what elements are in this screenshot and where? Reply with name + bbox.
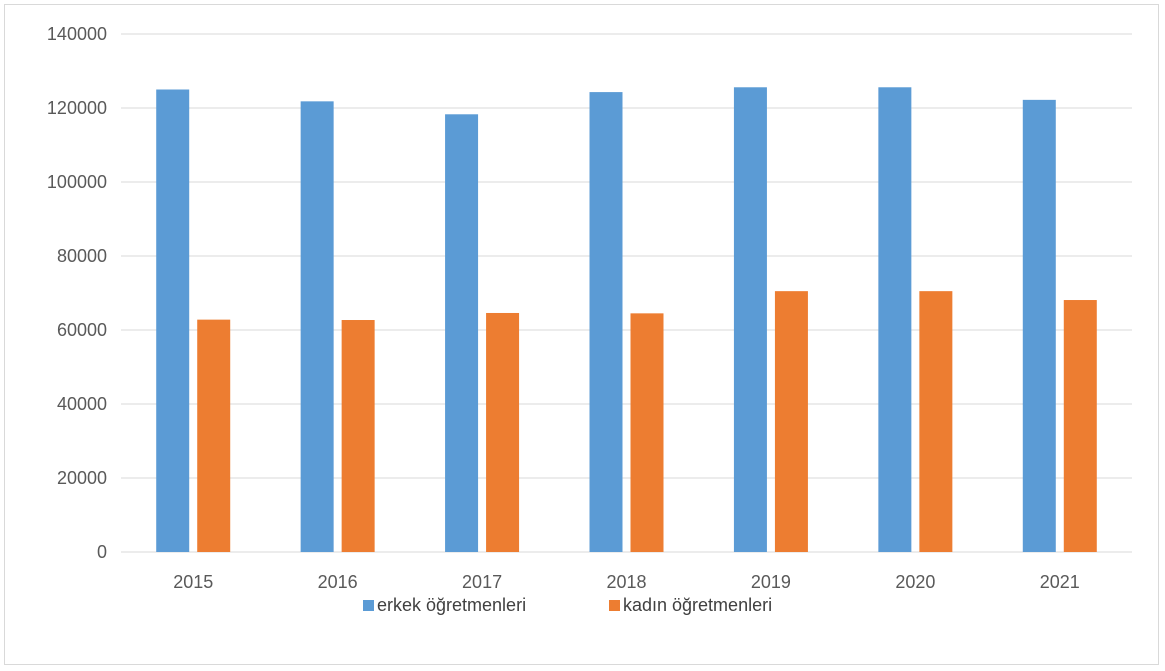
y-tick-label: 120000 [47, 98, 107, 118]
bar-series-1-2019 [733, 87, 767, 552]
y-tick-label: 100000 [47, 172, 107, 192]
y-tick-label: 40000 [57, 394, 107, 414]
legend-swatch-2 [609, 600, 620, 611]
bar-series-2-2020 [919, 291, 953, 552]
bar-series-1-2018 [589, 92, 623, 552]
bar-series-2-2015 [197, 319, 231, 552]
legend: erkek öğretmenleri kadın öğretmenleri [363, 595, 772, 615]
bar-series-2-2021 [1063, 300, 1097, 552]
x-tick-label: 2017 [462, 572, 502, 592]
chart-frame [4, 4, 1159, 665]
bar-series-1-2015 [156, 89, 190, 552]
legend-swatch-1 [363, 600, 374, 611]
bar-series-1-2017 [445, 114, 479, 552]
x-tick-label: 2021 [1040, 572, 1080, 592]
y-tick-label: 0 [97, 542, 107, 562]
gridlines [121, 33, 1132, 553]
x-tick-label: 2015 [173, 572, 213, 592]
bar-series-1-2016 [300, 101, 334, 552]
x-tick-label: 2019 [751, 572, 791, 592]
x-tick-label: 2016 [318, 572, 358, 592]
y-tick-label: 140000 [47, 24, 107, 44]
bar-series-1-2020 [878, 87, 912, 552]
legend-label-1: erkek öğretmenleri [377, 595, 526, 615]
x-axis-tick-labels: 2015 2016 2017 2018 2019 2020 2021 [173, 572, 1080, 592]
y-tick-label: 60000 [57, 320, 107, 340]
bar-series-2-2017 [486, 312, 520, 552]
y-axis-tick-labels: 0 20000 40000 60000 80000 100000 120000 140000 [47, 24, 107, 562]
bars [156, 87, 1097, 553]
bar-series-2-2016 [341, 320, 375, 552]
y-tick-label: 20000 [57, 468, 107, 488]
bar-series-1-2021 [1022, 99, 1056, 553]
bar-series-2-2019 [774, 291, 808, 552]
x-tick-label: 2018 [606, 572, 646, 592]
legend-label-2: kadın öğretmenleri [623, 595, 772, 615]
y-tick-label: 80000 [57, 246, 107, 266]
x-tick-label: 2020 [895, 572, 935, 592]
bar-series-2-2018 [630, 313, 664, 552]
